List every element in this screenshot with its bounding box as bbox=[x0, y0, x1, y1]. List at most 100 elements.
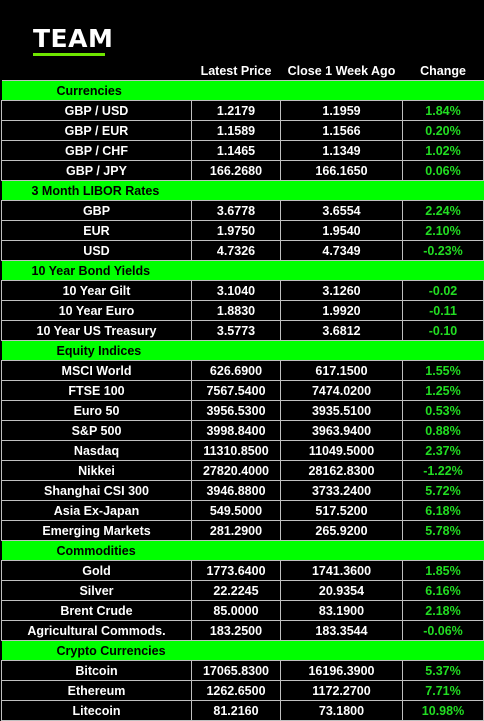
column-header-week-ago: Close 1 Week Ago bbox=[287, 64, 396, 78]
week-ago-cell: 1172.2700 bbox=[280, 680, 403, 701]
change-cell: 2.24% bbox=[402, 200, 484, 221]
table-row: USD 4.7326 4.7349 -0.23% bbox=[1, 240, 484, 261]
latest-price-cell: 1.1465 bbox=[191, 140, 281, 161]
row-name-cell: FTSE 100 bbox=[1, 380, 192, 401]
table-row: Euro 50 3956.5300 3935.5100 0.53% bbox=[1, 400, 484, 421]
table-row: Bitcoin 17065.8300 16196.3900 5.37% bbox=[1, 660, 484, 681]
latest-price-cell: 1773.6400 bbox=[191, 560, 281, 581]
table-row: Shanghai CSI 300 3946.8800 3733.2400 5.72% bbox=[1, 480, 484, 501]
row-name-cell: 10 Year Gilt bbox=[1, 280, 192, 301]
change-cell: 6.16% bbox=[402, 580, 484, 601]
change-cell: 2.10% bbox=[402, 220, 484, 241]
row-name-cell: Gold bbox=[1, 560, 192, 581]
week-ago-cell: 1741.3600 bbox=[280, 560, 403, 581]
week-ago-cell: 3.6812 bbox=[280, 320, 403, 341]
change-cell: -0.06% bbox=[402, 620, 484, 641]
latest-price-cell: 1.8830 bbox=[191, 300, 281, 321]
table-row: Silver 22.2245 20.9354 6.16% bbox=[1, 580, 484, 601]
table-row: MSCI World 626.6900 617.1500 1.55% bbox=[1, 360, 484, 381]
latest-price-cell: 81.2160 bbox=[191, 700, 281, 721]
change-cell: 1.84% bbox=[402, 100, 484, 121]
brand-logo: TEAM bbox=[33, 24, 114, 53]
section-title: Currencies bbox=[56, 83, 122, 98]
row-name-cell: GBP bbox=[1, 200, 192, 221]
change-cell: -1.22% bbox=[402, 460, 484, 481]
change-cell: 2.37% bbox=[402, 440, 484, 461]
row-name-cell: GBP / JPY bbox=[1, 160, 192, 181]
latest-price-cell: 11310.8500 bbox=[191, 440, 281, 461]
row-name-cell: Ethereum bbox=[1, 680, 192, 701]
change-cell: 1.25% bbox=[402, 380, 484, 401]
row-name-cell: 10 Year Euro bbox=[1, 300, 192, 321]
row-name-cell: Bitcoin bbox=[1, 660, 192, 681]
table-row: Nasdaq 11310.8500 11049.5000 2.37% bbox=[1, 440, 484, 461]
table-row: 10 Year Euro 1.8830 1.9920 -0.11 bbox=[1, 300, 484, 321]
change-cell: 6.18% bbox=[402, 500, 484, 521]
latest-price-cell: 3.6778 bbox=[191, 200, 281, 221]
table-row: GBP / JPY 166.2680 166.1650 0.06% bbox=[1, 160, 484, 181]
section-header: Commodities bbox=[1, 540, 484, 561]
row-name-cell: S&P 500 bbox=[1, 420, 192, 441]
latest-price-cell: 1.9750 bbox=[191, 220, 281, 241]
table-row: Gold 1773.6400 1741.3600 1.85% bbox=[1, 560, 484, 581]
change-cell: 5.78% bbox=[402, 520, 484, 541]
latest-price-cell: 4.7326 bbox=[191, 240, 281, 261]
row-name-cell: Nasdaq bbox=[1, 440, 192, 461]
row-name-cell: Litecoin bbox=[1, 700, 192, 721]
table-row: Nikkei 27820.4000 28162.8300 -1.22% bbox=[1, 460, 484, 481]
table-row: GBP / USD 1.2179 1.1959 1.84% bbox=[1, 100, 484, 121]
section-header: 3 Month LIBOR Rates bbox=[1, 180, 484, 201]
week-ago-cell: 183.3544 bbox=[280, 620, 403, 641]
section-title: Crypto Currencies bbox=[56, 643, 166, 658]
week-ago-cell: 1.1349 bbox=[280, 140, 403, 161]
section-title: Equity Indices bbox=[56, 343, 142, 358]
table-row: Emerging Markets 281.2900 265.9200 5.78% bbox=[1, 520, 484, 541]
change-cell: 5.72% bbox=[402, 480, 484, 501]
week-ago-cell: 1.1566 bbox=[280, 120, 403, 141]
week-ago-cell: 7474.0200 bbox=[280, 380, 403, 401]
week-ago-cell: 1.9920 bbox=[280, 300, 403, 321]
row-name-cell: Nikkei bbox=[1, 460, 192, 481]
week-ago-cell: 166.1650 bbox=[280, 160, 403, 181]
row-name-cell: Brent Crude bbox=[1, 600, 192, 621]
section-title: Commodities bbox=[56, 543, 136, 558]
latest-price-cell: 1.1589 bbox=[191, 120, 281, 141]
header: TEAM bbox=[0, 0, 484, 62]
row-name-cell: GBP / USD bbox=[1, 100, 192, 121]
latest-price-cell: 3.1040 bbox=[191, 280, 281, 301]
week-ago-cell: 1.9540 bbox=[280, 220, 403, 241]
latest-price-cell: 166.2680 bbox=[191, 160, 281, 181]
change-cell: 2.18% bbox=[402, 600, 484, 621]
table-row: Brent Crude 85.0000 83.1900 2.18% bbox=[1, 600, 484, 621]
column-header-row: Latest Price Close 1 Week Ago Change bbox=[2, 62, 484, 81]
latest-price-cell: 626.6900 bbox=[191, 360, 281, 381]
row-name-cell: USD bbox=[1, 240, 192, 261]
row-name-cell: EUR bbox=[1, 220, 192, 241]
latest-price-cell: 1262.6500 bbox=[191, 680, 281, 701]
change-cell: 5.37% bbox=[402, 660, 484, 681]
row-name-cell: Asia Ex-Japan bbox=[1, 500, 192, 521]
change-cell: 10.98% bbox=[402, 700, 484, 721]
latest-price-cell: 85.0000 bbox=[191, 600, 281, 621]
change-cell: -0.23% bbox=[402, 240, 484, 261]
change-cell: -0.02 bbox=[402, 280, 484, 301]
latest-price-cell: 27820.4000 bbox=[191, 460, 281, 481]
row-name-cell: Silver bbox=[1, 580, 192, 601]
latest-price-cell: 281.2900 bbox=[191, 520, 281, 541]
table-row: Asia Ex-Japan 549.5000 517.5200 6.18% bbox=[1, 500, 484, 521]
market-table: Latest Price Close 1 Week Ago Change Cur… bbox=[1, 62, 484, 721]
week-ago-cell: 517.5200 bbox=[280, 500, 403, 521]
row-name-cell: GBP / CHF bbox=[1, 140, 192, 161]
week-ago-cell: 20.9354 bbox=[280, 580, 403, 601]
row-name-cell: Emerging Markets bbox=[1, 520, 192, 541]
latest-price-cell: 3.5773 bbox=[191, 320, 281, 341]
section-header: 10 Year Bond Yields bbox=[1, 260, 484, 281]
row-name-cell: GBP / EUR bbox=[1, 120, 192, 141]
week-ago-cell: 11049.5000 bbox=[280, 440, 403, 461]
row-name-cell: Agricultural Commods. bbox=[1, 620, 192, 641]
table-row: 10 Year US Treasury 3.5773 3.6812 -0.10 bbox=[1, 320, 484, 341]
latest-price-cell: 549.5000 bbox=[191, 500, 281, 521]
table-row: 10 Year Gilt 3.1040 3.1260 -0.02 bbox=[1, 280, 484, 301]
change-cell: 1.85% bbox=[402, 560, 484, 581]
change-cell: 1.55% bbox=[402, 360, 484, 381]
